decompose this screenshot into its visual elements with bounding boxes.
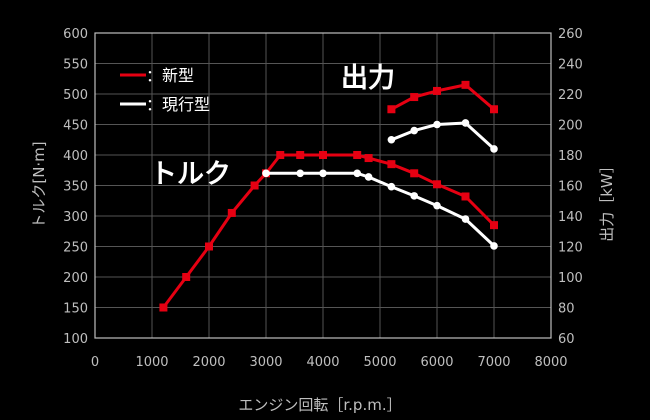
series-line-current-power xyxy=(390,121,496,151)
plot-border xyxy=(94,32,552,339)
left-y-tick-label: 100 xyxy=(63,332,88,347)
x-axis-label: エンジン回転［r.p.m.］ xyxy=(238,396,401,414)
data-point-new-torque xyxy=(387,160,396,169)
legend-label-current: ：現行型 xyxy=(146,95,210,114)
left-y-tick-label: 500 xyxy=(63,88,88,103)
x-tick-label: 6000 xyxy=(420,355,453,370)
series-line-current-torque xyxy=(266,171,496,247)
data-point-new-torque xyxy=(461,192,470,201)
data-point-new-power xyxy=(461,80,470,89)
x-tick-label: 0 xyxy=(91,355,99,370)
x-tick-label: 4000 xyxy=(306,355,339,370)
power-annotation: 出力 xyxy=(341,63,395,94)
series-line-new-torque xyxy=(162,153,496,309)
data-point-new-power xyxy=(387,105,396,114)
right-y-tick-labels: 60 80 100 120 140 160 180 200 220 240 260 xyxy=(558,27,583,347)
left-y-tick-label: 250 xyxy=(63,241,88,256)
data-point-new-torque xyxy=(433,180,441,189)
data-point-current-torque xyxy=(353,169,362,178)
series-line-new-power xyxy=(390,83,495,111)
right-y-tick-label: 160 xyxy=(558,180,583,195)
x-tick-label: 2000 xyxy=(192,355,225,370)
x-tick-labels: 0 1000 2000 3000 4000 5000 6000 7000 8000 xyxy=(91,355,568,370)
left-y-tick-label: 150 xyxy=(63,302,88,317)
plot-frame xyxy=(94,32,552,339)
data-point-current-torque xyxy=(433,201,441,210)
data-point-new-torque xyxy=(159,303,168,312)
x-tick-label: 8000 xyxy=(534,355,567,370)
data-point-new-torque xyxy=(319,151,327,159)
right-y-tick-label: 80 xyxy=(558,302,575,317)
data-point-current-torque xyxy=(262,169,270,178)
right-y-tick-label: 220 xyxy=(558,88,583,103)
data-point-current-torque xyxy=(319,169,327,178)
data-point-new-torque xyxy=(410,169,419,178)
data-point-current-power xyxy=(433,120,441,129)
left-y-tick-label: 600 xyxy=(63,27,88,42)
left-y-tick-label: 200 xyxy=(63,271,88,286)
data-point-current-power xyxy=(410,126,419,135)
data-point-new-torque xyxy=(227,208,236,217)
right-y-tick-label: 200 xyxy=(558,119,583,134)
data-point-new-power xyxy=(433,86,441,95)
data-point-new-torque xyxy=(364,154,373,163)
series-current-torque xyxy=(262,169,498,250)
data-point-new-torque xyxy=(250,181,259,190)
data-point-current-power xyxy=(387,135,396,144)
data-point-current-power xyxy=(490,145,498,153)
left-y-tick-label: 550 xyxy=(63,58,88,73)
data-point-current-torque xyxy=(387,182,396,191)
series-layer xyxy=(159,80,498,312)
left-y-tick-label: 300 xyxy=(63,210,88,225)
left-y-tick-label: 400 xyxy=(63,149,88,164)
right-y-tick-label: 100 xyxy=(558,271,583,286)
right-y-tick-label: 240 xyxy=(558,58,583,73)
data-point-new-torque xyxy=(182,273,191,281)
data-point-current-torque xyxy=(410,192,419,200)
right-y-tick-label: 120 xyxy=(558,241,583,256)
data-point-new-torque xyxy=(490,221,498,230)
x-tick-label: 1000 xyxy=(135,355,168,370)
data-point-current-power xyxy=(461,119,470,127)
series-new-power xyxy=(387,80,498,114)
left-y-tick-label: 350 xyxy=(63,180,88,195)
data-point-new-torque xyxy=(276,151,285,159)
torque-annotation: トルク xyxy=(150,159,231,190)
data-point-new-torque xyxy=(205,242,213,251)
data-point-new-power xyxy=(410,93,419,102)
legend: ：新型 ：現行型 xyxy=(120,66,210,114)
data-point-new-torque xyxy=(296,151,305,159)
left-y-tick-label: 450 xyxy=(63,119,88,134)
x-tick-label: 7000 xyxy=(477,355,510,370)
data-point-current-torque xyxy=(490,242,498,250)
data-point-new-torque xyxy=(353,151,362,159)
legend-label-new: ：新型 xyxy=(146,66,194,85)
right-y-axis-label: 出力［kW］ xyxy=(598,158,616,242)
x-tick-label: 3000 xyxy=(249,355,282,370)
right-y-tick-label: 260 xyxy=(558,27,583,42)
data-point-current-torque xyxy=(461,215,470,223)
left-y-axis-label: トルク[N·m] xyxy=(30,141,48,228)
series-current-power xyxy=(387,119,498,153)
right-y-tick-label: 140 xyxy=(558,210,583,225)
data-point-current-torque xyxy=(364,173,373,181)
right-y-tick-label: 60 xyxy=(558,332,575,347)
data-point-current-torque xyxy=(296,169,305,178)
data-point-new-power xyxy=(490,105,498,114)
right-y-tick-label: 180 xyxy=(558,149,583,164)
x-tick-label: 5000 xyxy=(363,355,396,370)
left-y-tick-labels: 100 150 200 250 300 350 400 450 500 550 600 xyxy=(63,27,88,347)
